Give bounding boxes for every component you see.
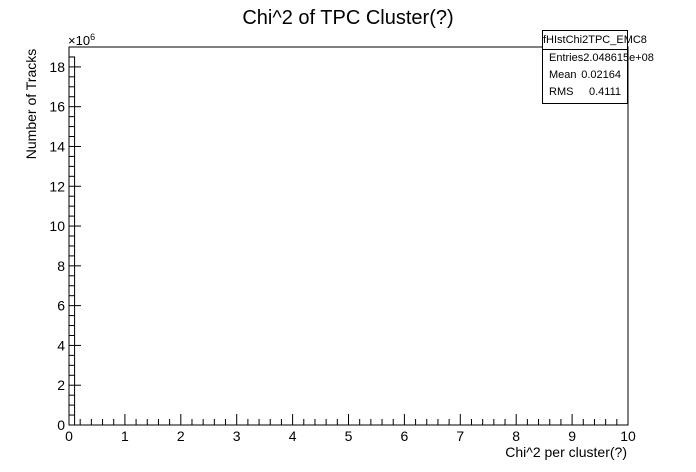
x-tick-label: 4 — [289, 428, 297, 444]
x-axis-label: Chi^2 per cluster(?) — [505, 444, 627, 460]
y-tick-label: 12 — [49, 178, 65, 194]
chart-title: Chi^2 of TPC Cluster(?) — [242, 7, 453, 29]
x-tick-label: 2 — [177, 428, 185, 444]
x-tick-label: 1 — [121, 428, 129, 444]
histogram-bars — [68, 56, 76, 425]
stats-value: 2.048615e+08 — [583, 52, 654, 64]
x-tick-label: 9 — [568, 428, 576, 444]
y-tick-label: 10 — [49, 218, 65, 234]
x-tick-label: 8 — [512, 428, 520, 444]
stats-row-rms: RMS 0.4111 — [543, 84, 627, 101]
x-axis-ticks: 0 1 2 3 4 5 6 7 8 9 10 — [65, 414, 636, 444]
stats-row-entries: Entries 2.048615e+08 — [543, 50, 654, 67]
y-axis-ticks: 0 2 4 6 8 10 12 14 16 18 — [49, 46, 81, 433]
y-tick-label: 0 — [57, 417, 65, 433]
x-tick-label: 5 — [345, 428, 353, 444]
stats-row-mean: Mean 0.02164 — [543, 67, 627, 84]
histogram-bin — [68, 56, 76, 425]
y-tick-label: 14 — [49, 138, 65, 154]
y-tick-label: 16 — [49, 99, 65, 115]
stats-label: RMS — [549, 86, 574, 98]
stats-box: fHIstChi2TPC_EMC8 Entries 2.048615e+08 M… — [542, 30, 654, 104]
y-tick-label: 6 — [57, 298, 65, 314]
stats-label: Mean — [549, 69, 577, 81]
stats-value: 0.02164 — [581, 69, 621, 81]
x-tick-label: 0 — [65, 428, 73, 444]
y-axis-label: Number of Tracks — [23, 49, 39, 159]
y-tick-label: 18 — [49, 59, 65, 75]
x-tick-label: 6 — [401, 428, 409, 444]
stats-label: Entries — [549, 52, 584, 64]
x-tick-label: 10 — [620, 428, 636, 444]
y-tick-label: 4 — [57, 337, 65, 353]
x-tick-label: 7 — [456, 428, 464, 444]
x-tick-label: 3 — [233, 428, 241, 444]
stats-title: fHIstChi2TPC_EMC8 — [543, 31, 647, 50]
y-tick-label: 8 — [57, 258, 65, 274]
y-tick-label: 2 — [57, 377, 65, 393]
y-axis-multiplier: ×106 — [68, 32, 95, 48]
stats-value: 0.4111 — [588, 86, 621, 98]
